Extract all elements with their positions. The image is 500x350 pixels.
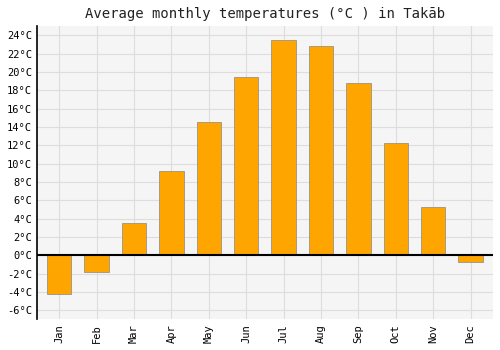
Bar [458,255,483,262]
Bar [309,47,333,255]
Bar [196,122,221,255]
Bar [47,255,72,294]
Bar [346,83,370,255]
Bar [122,223,146,255]
Bar [160,171,184,255]
Title: Average monthly temperatures (°C ) in Takāb: Average monthly temperatures (°C ) in Ta… [85,7,445,21]
Bar [384,143,408,255]
Bar [272,40,296,255]
Bar [234,77,258,255]
Bar [84,255,109,272]
Bar [421,207,446,255]
